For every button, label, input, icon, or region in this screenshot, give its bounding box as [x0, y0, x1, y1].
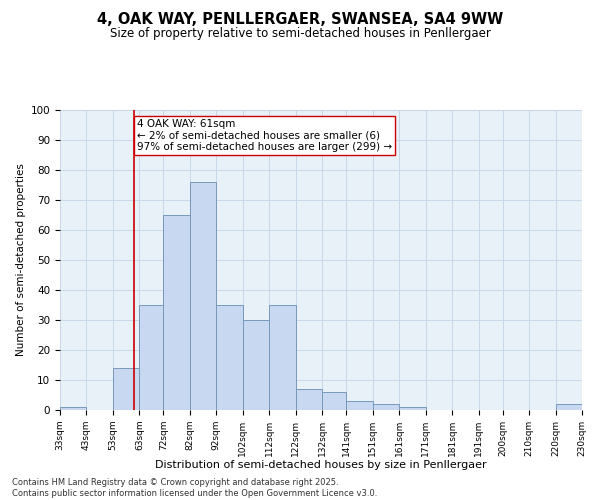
Bar: [322, 392, 346, 410]
Y-axis label: Number of semi-detached properties: Number of semi-detached properties: [16, 164, 26, 356]
Bar: [346, 401, 373, 410]
Bar: [269, 305, 296, 410]
Text: 4, OAK WAY, PENLLERGAER, SWANSEA, SA4 9WW: 4, OAK WAY, PENLLERGAER, SWANSEA, SA4 9W…: [97, 12, 503, 28]
Bar: [139, 305, 163, 410]
Text: Contains HM Land Registry data © Crown copyright and database right 2025.
Contai: Contains HM Land Registry data © Crown c…: [12, 478, 377, 498]
Bar: [163, 215, 190, 410]
X-axis label: Distribution of semi-detached houses by size in Penllergaer: Distribution of semi-detached houses by …: [155, 460, 487, 470]
Text: 4 OAK WAY: 61sqm
← 2% of semi-detached houses are smaller (6)
97% of semi-detach: 4 OAK WAY: 61sqm ← 2% of semi-detached h…: [137, 119, 392, 152]
Text: Size of property relative to semi-detached houses in Penllergaer: Size of property relative to semi-detach…: [110, 28, 490, 40]
Bar: [373, 404, 399, 410]
Bar: [399, 407, 425, 410]
Bar: [217, 305, 243, 410]
Bar: [556, 404, 582, 410]
Bar: [60, 407, 86, 410]
Bar: [190, 182, 217, 410]
Bar: [296, 389, 322, 410]
Bar: [113, 368, 139, 410]
Bar: [243, 320, 269, 410]
